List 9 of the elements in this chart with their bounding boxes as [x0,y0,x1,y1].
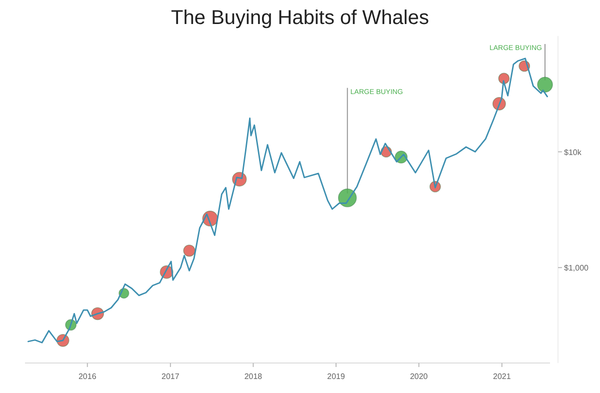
x-tick-label: 2017 [162,372,180,381]
chart-title: The Buying Habits of Whales [171,7,429,29]
x-tick-label: 2018 [244,372,263,381]
x-tick-label: 2016 [78,372,97,381]
y-tick-label: $10k [564,148,582,157]
x-tick-label: 2020 [410,372,428,381]
x-tick-label: 2019 [327,372,346,381]
y-tick-label: $1,000 [564,264,590,273]
x-tick-label: 2021 [493,372,512,381]
